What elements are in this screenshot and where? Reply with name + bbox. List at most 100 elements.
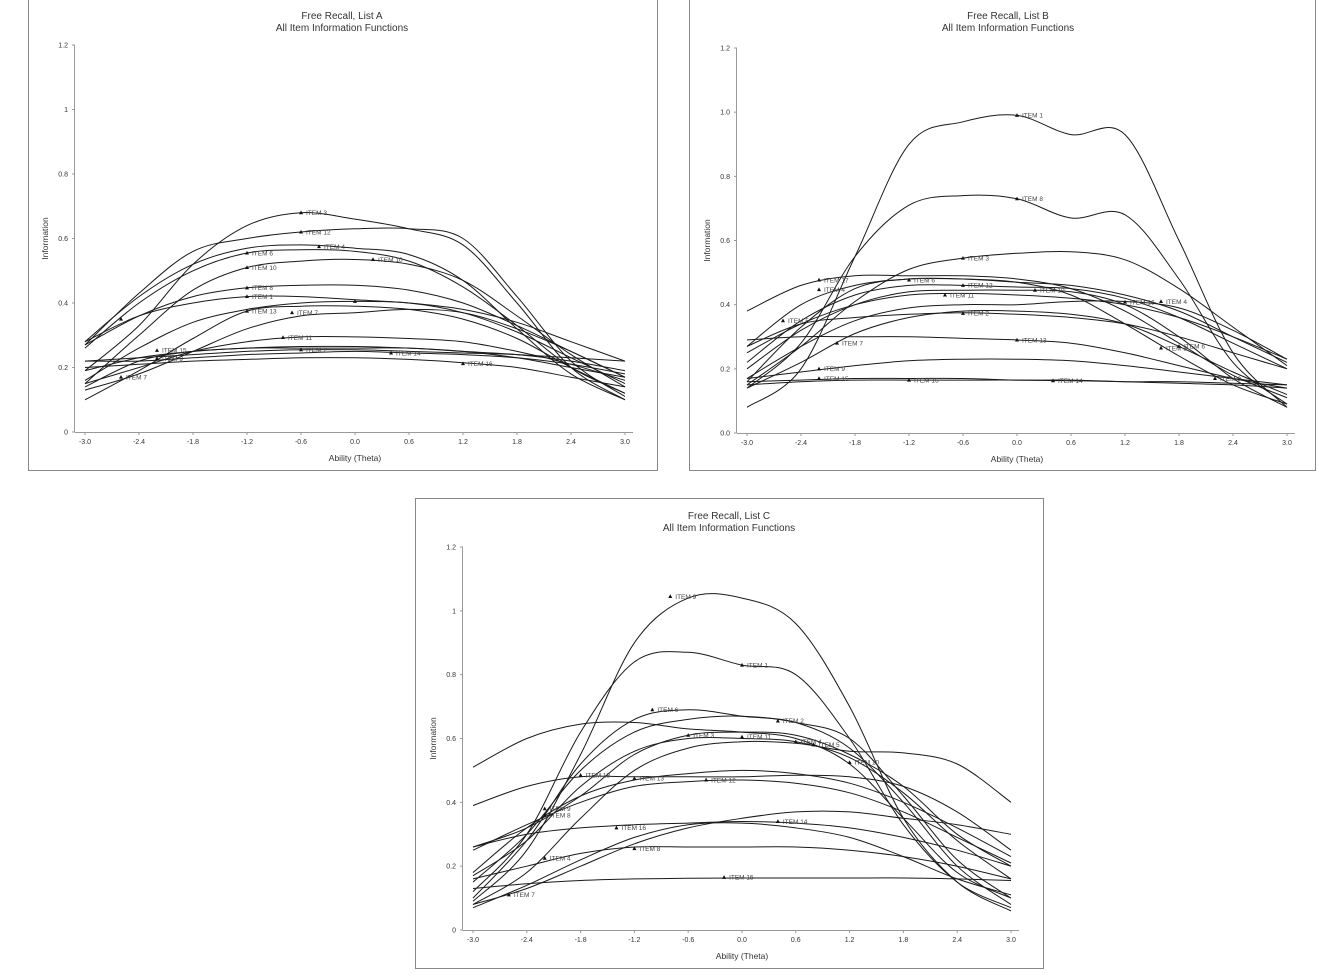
item-information-curve <box>472 810 1012 905</box>
item-information-curve <box>84 305 626 401</box>
y-axis-label: Information <box>702 219 712 262</box>
item-marker <box>1015 337 1019 342</box>
y-axis-label: Information <box>40 217 50 260</box>
item-marker <box>1123 299 1127 304</box>
item-label: ITEM 3 <box>693 733 714 740</box>
item-information-curve <box>746 292 1288 360</box>
item-label: ITEM 12 <box>968 283 993 290</box>
item-marker <box>907 377 911 382</box>
item-information-curve <box>746 312 1288 370</box>
item-label: ITEM 9 <box>550 806 571 813</box>
x-tick-label: -1.2 <box>628 937 640 944</box>
item-label: ITEM 12 <box>711 777 736 784</box>
item-label: ITEM 8 <box>639 846 660 853</box>
item-label: ITEM 9 <box>1220 376 1241 383</box>
item-marker <box>775 819 780 823</box>
item-label: ITEM 9 <box>675 594 696 601</box>
x-tick-label: -0.6 <box>682 937 694 944</box>
y-tick-label: 0.6 <box>58 236 68 243</box>
item-label: ITEM 3 <box>306 210 327 217</box>
x-tick-label: 0.6 <box>1066 440 1076 447</box>
item-label: ITEM 4 <box>550 855 571 862</box>
x-tick-label: 0.0 <box>737 937 747 944</box>
item-marker <box>740 734 744 739</box>
item-marker <box>847 760 852 764</box>
item-label: ITEM 10 <box>855 760 880 767</box>
item-marker <box>632 846 637 851</box>
x-tick-label: -1.8 <box>575 937 587 944</box>
item-label: ITEM 6 <box>1184 344 1205 351</box>
item-label: ITEM 2 <box>306 347 327 354</box>
item-label: ITEM 9 <box>162 356 183 363</box>
panel-frame <box>415 498 1044 969</box>
item-label: ITEM 5 <box>788 318 809 325</box>
item-label: ITEM 6 <box>914 277 935 284</box>
item-marker <box>668 594 673 598</box>
y-tick-label: 0.2 <box>720 366 730 373</box>
item-information-curve <box>746 379 1288 389</box>
item-information-curve <box>84 345 626 388</box>
item-marker <box>650 707 655 712</box>
item-marker <box>614 825 619 830</box>
item-label: ITEM 13 <box>1022 337 1047 344</box>
item-label: ITEM 15 <box>824 376 849 383</box>
chart-title: Free Recall, List A <box>301 11 382 22</box>
y-tick-label: 1 <box>452 608 456 615</box>
item-marker <box>245 250 249 255</box>
item-information-curve <box>746 289 1288 408</box>
item-information-curve <box>746 284 1288 370</box>
item-marker <box>1015 196 1019 201</box>
x-tick-label: 1.8 <box>1174 440 1184 447</box>
item-marker <box>389 350 393 355</box>
item-marker <box>1213 376 1217 380</box>
x-tick-label: 3.0 <box>1282 440 1292 447</box>
item-label: ITEM 10 <box>252 265 277 272</box>
x-axis-label: Ability (Theta) <box>329 453 382 463</box>
item-label: ITEM 3 <box>1166 345 1187 352</box>
item-label: ITEM 1 <box>747 662 768 669</box>
item-label: ITEM 13 <box>639 776 664 783</box>
item-label: ITEM 2 <box>783 718 804 725</box>
x-tick-label: 2.4 <box>1228 440 1238 447</box>
item-label: ITEM 16 <box>621 825 646 832</box>
item-marker <box>245 294 249 299</box>
item-label: ITEM 8 <box>550 812 571 819</box>
item-label: ITEM 8 <box>252 285 273 292</box>
x-tick-label: -2.4 <box>133 439 145 446</box>
chart-title: Free Recall, List B <box>967 11 1049 22</box>
item-label: ITEM 16 <box>914 377 939 384</box>
x-axis-label: Ability (Theta) <box>716 951 769 961</box>
y-tick-label: 1.2 <box>720 46 730 53</box>
item-information-curve <box>472 740 1012 905</box>
item-marker <box>722 875 727 879</box>
x-tick-label: 0.0 <box>1012 440 1022 447</box>
item-marker <box>686 733 691 737</box>
item-marker <box>781 318 785 323</box>
item-marker <box>317 244 321 249</box>
item-label: ITEM 15 <box>729 875 754 882</box>
chart-title: Free Recall, List C <box>688 511 770 522</box>
item-label: ITEM 6 <box>657 707 678 714</box>
item-marker <box>775 718 780 723</box>
item-information-curve <box>746 277 1288 405</box>
x-tick-label: -3.0 <box>741 440 753 447</box>
item-information-curve <box>746 274 1288 399</box>
x-tick-label: -1.2 <box>241 439 253 446</box>
item-information-curve <box>84 212 626 401</box>
item-marker <box>817 287 821 292</box>
y-tick-label: 1.2 <box>446 545 456 552</box>
chart-subtitle: All Item Information Functions <box>942 23 1074 34</box>
x-tick-label: 1.8 <box>899 937 909 944</box>
x-tick-label: 0.6 <box>791 937 801 944</box>
y-tick-label: 0.2 <box>446 864 456 871</box>
item-information-curve <box>472 820 1012 867</box>
y-tick-label: 0.0 <box>720 431 730 438</box>
item-marker <box>290 310 294 315</box>
item-marker <box>299 210 303 215</box>
item-information-curve <box>472 715 1012 899</box>
item-marker <box>371 257 375 261</box>
item-marker <box>245 285 249 290</box>
item-marker <box>1159 345 1163 350</box>
item-marker <box>704 777 709 782</box>
